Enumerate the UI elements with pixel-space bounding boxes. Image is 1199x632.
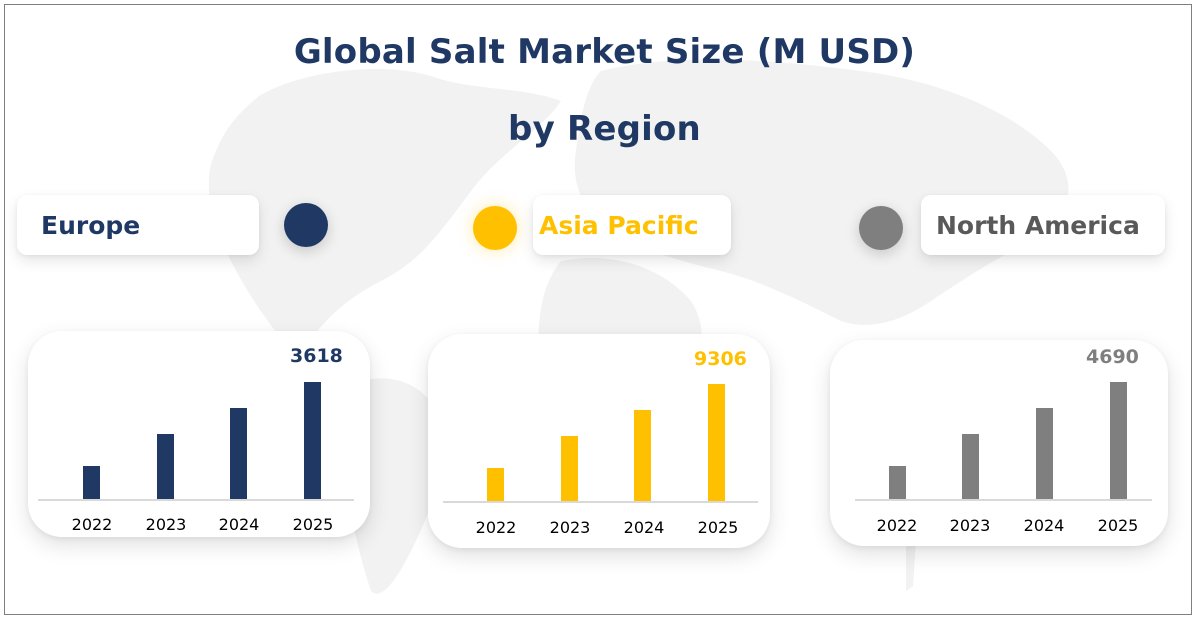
europe-bar-2023 (157, 434, 174, 499)
region-name: North America (936, 210, 1140, 240)
x-tick: 2025 (1097, 516, 1139, 535)
asia-pacific-2025-value: 9306 (694, 348, 747, 370)
region-name: Asia Pacific (539, 210, 699, 240)
x-tick: 2023 (145, 515, 187, 534)
x-tick: 2024 (623, 518, 665, 537)
region-label-asia-pacific: Asia Pacific (533, 195, 731, 255)
x-axis-line (443, 501, 758, 503)
x-tick: 2024 (1023, 516, 1065, 535)
x-tick: 2023 (949, 516, 991, 535)
x-tick: 2025 (697, 518, 739, 537)
europe-chart-card: 3618 2022 2023 2024 2025 (28, 331, 370, 537)
asia-pacific-bar-2024 (634, 410, 651, 501)
north-america-bar-2025 (1110, 382, 1127, 499)
x-tick: 2022 (475, 518, 517, 537)
north-america-bar-2024 (1036, 408, 1053, 499)
europe-bar-2022 (83, 466, 100, 499)
asia-pacific-bar-2023 (561, 436, 578, 501)
region-name: Europe (41, 210, 141, 240)
north-america-chart-card: 4690 2022 2023 2024 2025 (830, 340, 1168, 546)
x-tick: 2023 (549, 518, 591, 537)
x-tick: 2022 (71, 515, 113, 534)
x-axis-line (855, 499, 1152, 501)
europe-bar-2025 (304, 382, 321, 499)
europe-bar-2024 (230, 408, 247, 499)
north-america-2025-value: 4690 (1086, 346, 1139, 368)
north-america-marker-icon (859, 206, 903, 250)
chart-title: Global Salt Market Size (M USD) (293, 32, 916, 72)
asia-pacific-marker-icon (473, 206, 517, 250)
europe-2025-value: 3618 (290, 345, 343, 367)
x-tick: 2022 (876, 516, 918, 535)
north-america-bar-2023 (962, 434, 979, 499)
region-label-europe: Europe (17, 195, 259, 255)
north-america-bar-2022 (889, 466, 906, 499)
asia-pacific-bar-2022 (487, 468, 504, 501)
infographic-frame: Global Salt Market Size (M USD) by Regio… (4, 4, 1192, 615)
region-label-north-america: North America (921, 195, 1165, 255)
asia-pacific-chart-card: 9306 2022 2023 2024 2025 (428, 334, 770, 548)
europe-marker-icon (284, 203, 328, 247)
x-tick: 2025 (292, 515, 334, 534)
x-axis-line (38, 499, 354, 501)
chart-subtitle: by Region (508, 109, 701, 149)
asia-pacific-bar-2025 (708, 384, 725, 501)
x-tick: 2024 (218, 515, 260, 534)
